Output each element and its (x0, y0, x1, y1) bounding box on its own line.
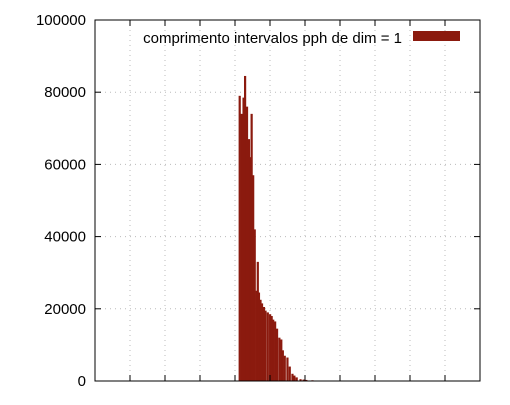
histogram-bar (272, 319, 275, 381)
bar-series (238, 75, 319, 382)
histogram-bar (247, 139, 251, 381)
histogram-bar (278, 337, 281, 381)
histogram-bar (249, 157, 252, 381)
histogram-bar (256, 261, 259, 381)
y-tick-label: 0 (78, 373, 86, 390)
histogram-bar (274, 321, 277, 381)
legend-swatch (413, 31, 460, 41)
y-tick-label: 80000 (44, 84, 86, 101)
histogram-bar (293, 375, 296, 381)
histogram-bar (291, 373, 294, 381)
histogram-bar (270, 316, 273, 381)
histogram-bar (252, 175, 255, 381)
plot-border (94, 19, 481, 382)
histogram-bar (253, 229, 256, 381)
histogram-bar (264, 310, 267, 381)
y-tick-label: 20000 (44, 301, 86, 318)
histogram-bar (302, 379, 305, 381)
histogram-bar (259, 299, 262, 381)
histogram-bar (295, 377, 298, 381)
histogram-bar (245, 106, 249, 381)
histogram-bar (281, 350, 284, 381)
histogram-bar (283, 355, 286, 381)
y-tick-label: 40000 (44, 229, 86, 246)
histogram-bar (255, 290, 258, 381)
histogram-bar (269, 314, 272, 381)
legend-label: comprimento intervalos pph de dim = 1 (143, 30, 402, 47)
histogram-bar (260, 303, 264, 381)
histogram-bar (275, 328, 279, 381)
legend: comprimento intervalos pph de dim = 1 (143, 30, 460, 47)
histogram-bar (288, 366, 291, 381)
y-tick-label: 100000 (36, 12, 86, 29)
histogram-bar (286, 357, 289, 381)
histogram-bar (262, 306, 266, 381)
histogram-bar (240, 113, 243, 382)
y-tick-label: 60000 (44, 156, 86, 173)
histogram-bar (266, 312, 269, 381)
histogram-bar (243, 75, 247, 381)
histogram-bar (305, 379, 308, 381)
grid-lines (95, 20, 480, 381)
histogram-bar (299, 379, 302, 381)
histogram-bar (238, 95, 241, 381)
histogram-bar (280, 339, 283, 381)
histogram-bar (242, 97, 245, 382)
histogram-bar (257, 292, 261, 381)
plot-frame (94, 19, 481, 382)
histogram-bar (250, 113, 253, 382)
y-axis-ticks: 0 20000 40000 60000 80000 100000 (36, 12, 480, 390)
